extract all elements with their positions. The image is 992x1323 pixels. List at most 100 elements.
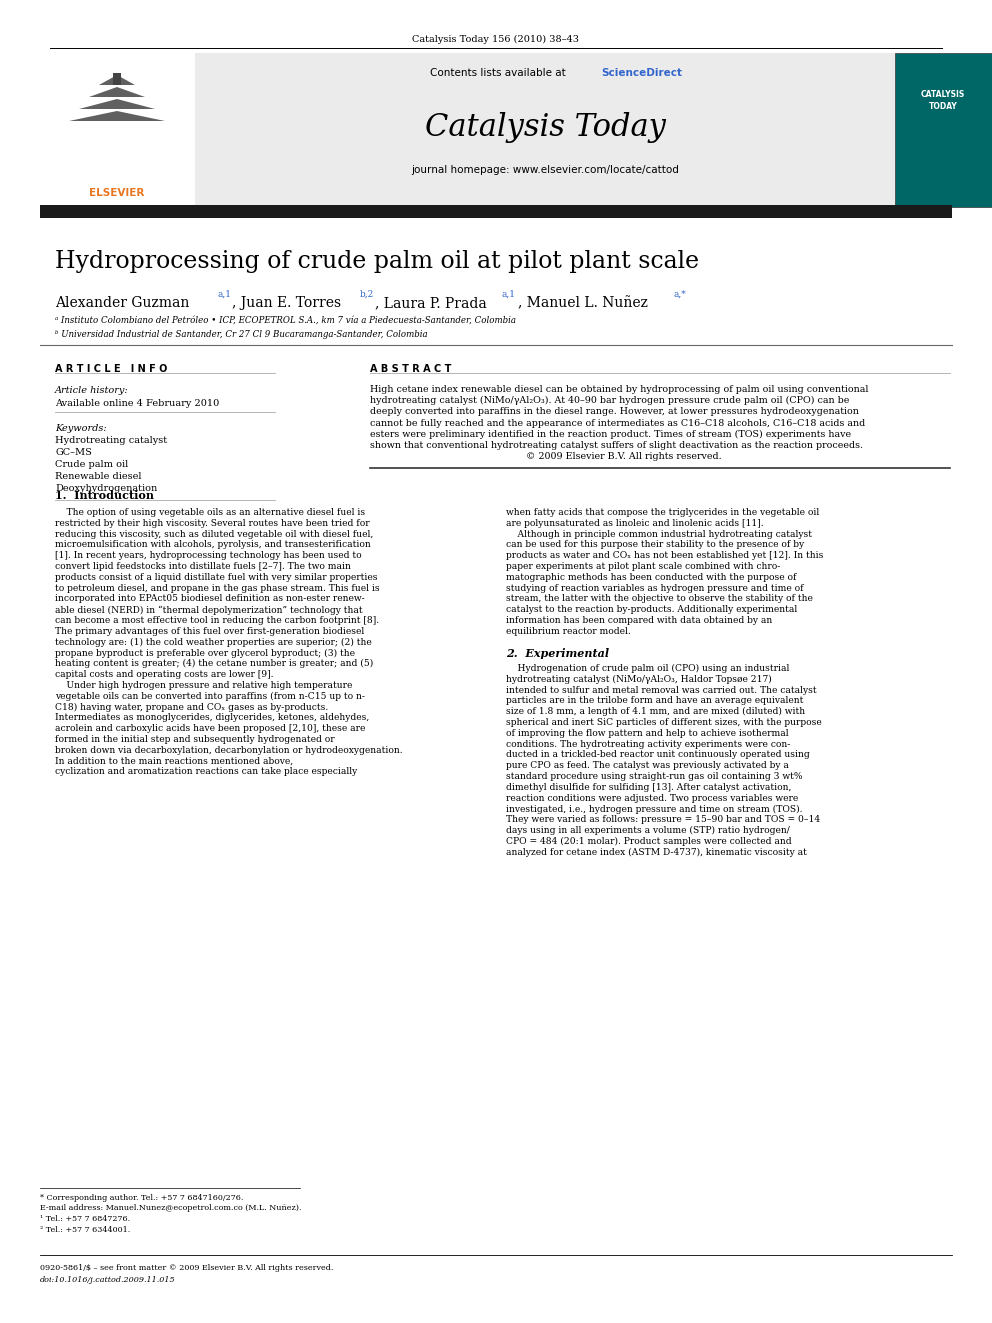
- Text: incorporated into EPAct05 biodiesel definition as non-ester renew-: incorporated into EPAct05 biodiesel defi…: [55, 594, 365, 603]
- Text: Catalysis Today 156 (2010) 38–43: Catalysis Today 156 (2010) 38–43: [413, 34, 579, 44]
- Text: matographic methods has been conducted with the purpose of: matographic methods has been conducted w…: [506, 573, 797, 582]
- Text: a,1: a,1: [218, 290, 232, 299]
- Text: catalyst to the reaction by-products. Additionally experimental: catalyst to the reaction by-products. Ad…: [506, 605, 798, 614]
- Text: able diesel (NERD) in “thermal depolymerization” technology that: able diesel (NERD) in “thermal depolymer…: [55, 605, 363, 614]
- Text: a,*: a,*: [673, 290, 685, 299]
- Text: vegetable oils can be converted into paraffins (from n-C15 up to n-: vegetable oils can be converted into par…: [55, 692, 365, 701]
- Text: standard procedure using straight-run gas oil containing 3 wt%: standard procedure using straight-run ga…: [506, 773, 803, 781]
- Text: to petroleum diesel, and propane in the gas phase stream. This fuel is: to petroleum diesel, and propane in the …: [55, 583, 380, 593]
- Text: Hydrotreating catalyst: Hydrotreating catalyst: [55, 437, 167, 445]
- Text: GC–MS: GC–MS: [55, 448, 92, 456]
- Text: can be used for this purpose their stability to the presence of by: can be used for this purpose their stabi…: [506, 540, 805, 549]
- Text: High cetane index renewable diesel can be obtained by hydroprocessing of palm oi: High cetane index renewable diesel can b…: [370, 385, 869, 394]
- Text: ¹ Tel.: +57 7 6847276.: ¹ Tel.: +57 7 6847276.: [40, 1215, 130, 1222]
- Text: ELSEVIER: ELSEVIER: [89, 188, 145, 198]
- Text: A R T I C L E   I N F O: A R T I C L E I N F O: [55, 364, 168, 374]
- Text: convert lipid feedstocks into distillate fuels [2–7]. The two main: convert lipid feedstocks into distillate…: [55, 562, 351, 572]
- Text: Intermediates as monoglycerides, diglycerides, ketones, aldehydes,: Intermediates as monoglycerides, diglyce…: [55, 713, 369, 722]
- Text: capital costs and operating costs are lower [9].: capital costs and operating costs are lo…: [55, 669, 274, 679]
- Text: products consist of a liquid distillate fuel with very similar properties: products consist of a liquid distillate …: [55, 573, 378, 582]
- Bar: [113, 73, 121, 85]
- Text: Although in principle common industrial hydrotreating catalyst: Although in principle common industrial …: [506, 529, 812, 538]
- Text: esters were preliminary identified in the reaction product. Times of stream (TOS: esters were preliminary identified in th…: [370, 430, 851, 439]
- Text: Article history:: Article history:: [55, 386, 129, 396]
- Text: The primary advantages of this fuel over first-generation biodiesel: The primary advantages of this fuel over…: [55, 627, 364, 636]
- Text: ᵇ Universidad Industrial de Santander, Cr 27 Cl 9 Bucaramanga-Santander, Colombi: ᵇ Universidad Industrial de Santander, C…: [55, 329, 428, 339]
- Text: doi:10.1016/j.cattod.2009.11.015: doi:10.1016/j.cattod.2009.11.015: [40, 1275, 176, 1285]
- Text: of improving the flow pattern and help to achieve isothermal: of improving the flow pattern and help t…: [506, 729, 789, 738]
- Text: , Juan E. Torres: , Juan E. Torres: [232, 296, 341, 310]
- Text: hydrotreating catalyst (NiMo/γAl₂O₃, Haldor Topsøe 217): hydrotreating catalyst (NiMo/γAl₂O₃, Hal…: [506, 675, 772, 684]
- Text: acrolein and carboxylic acids have been proposed [2,10], these are: acrolein and carboxylic acids have been …: [55, 724, 365, 733]
- Text: studying of reaction variables as hydrogen pressure and time of: studying of reaction variables as hydrog…: [506, 583, 804, 593]
- Bar: [895, 53, 992, 206]
- Text: C18) having water, propane and COₓ gases as by-products.: C18) having water, propane and COₓ gases…: [55, 703, 328, 712]
- Text: ᵃ Instituto Colombiano del Petróleo • ICP, ECOPETROL S.A., km 7 vía a Piedecuest: ᵃ Instituto Colombiano del Petróleo • IC…: [55, 316, 516, 325]
- Text: cannot be fully reached and the appearance of intermediates as C16–C18 alcohols,: cannot be fully reached and the appearan…: [370, 418, 865, 427]
- Text: Under high hydrogen pressure and relative high temperature: Under high hydrogen pressure and relativ…: [55, 681, 352, 689]
- Bar: [195, 53, 895, 205]
- Text: CATALYSIS: CATALYSIS: [921, 90, 965, 99]
- Text: 1.  Introduction: 1. Introduction: [55, 490, 154, 501]
- Text: E-mail address: Manuel.Nunez@ecopetrol.com.co (M.L. Nuñez).: E-mail address: Manuel.Nunez@ecopetrol.c…: [40, 1204, 302, 1212]
- Text: deeply converted into paraffins in the diesel range. However, at lower pressures: deeply converted into paraffins in the d…: [370, 407, 859, 417]
- Text: reaction conditions were adjusted. Two process variables were: reaction conditions were adjusted. Two p…: [506, 794, 799, 803]
- Text: days using in all experiments a volume (STP) ratio hydrogen/: days using in all experiments a volume (…: [506, 826, 790, 835]
- Text: restricted by their high viscosity. Several routes have been tried for: restricted by their high viscosity. Seve…: [55, 519, 370, 528]
- Text: Catalysis Today: Catalysis Today: [425, 112, 666, 143]
- Text: The option of using vegetable oils as an alternative diesel fuel is: The option of using vegetable oils as an…: [55, 508, 365, 517]
- Bar: [40, 53, 195, 205]
- Text: spherical and inert SiC particles of different sizes, with the purpose: spherical and inert SiC particles of dif…: [506, 718, 821, 728]
- Text: 0920-5861/$ – see front matter © 2009 Elsevier B.V. All rights reserved.: 0920-5861/$ – see front matter © 2009 El…: [40, 1263, 333, 1271]
- Text: In addition to the main reactions mentioned above,: In addition to the main reactions mentio…: [55, 757, 293, 766]
- Polygon shape: [69, 111, 165, 120]
- Text: Deoxyhydrogenation: Deoxyhydrogenation: [55, 484, 158, 493]
- Text: broken down via decarboxylation, decarbonylation or hydrodeoxygenation.: broken down via decarboxylation, decarbo…: [55, 746, 403, 754]
- Text: CPO = 484 (20:1 molar). Product samples were collected and: CPO = 484 (20:1 molar). Product samples …: [506, 837, 792, 845]
- Text: Crude palm oil: Crude palm oil: [55, 460, 128, 468]
- Text: particles are in the trilobe form and have an average equivalent: particles are in the trilobe form and ha…: [506, 696, 804, 705]
- Text: can become a most effective tool in reducing the carbon footprint [8].: can become a most effective tool in redu…: [55, 617, 379, 624]
- Text: Hydrogenation of crude palm oil (CPO) using an industrial: Hydrogenation of crude palm oil (CPO) us…: [506, 664, 790, 673]
- Text: A B S T R A C T: A B S T R A C T: [370, 364, 451, 374]
- Text: © 2009 Elsevier B.V. All rights reserved.: © 2009 Elsevier B.V. All rights reserved…: [370, 452, 721, 462]
- Text: ² Tel.: +57 7 6344001.: ² Tel.: +57 7 6344001.: [40, 1225, 130, 1233]
- Text: information has been compared with data obtained by an: information has been compared with data …: [506, 617, 772, 624]
- Text: analyzed for cetane index (ASTM D-4737), kinematic viscosity at: analyzed for cetane index (ASTM D-4737),…: [506, 848, 806, 857]
- Text: are polyunsaturated as linoleic and linolenic acids [11].: are polyunsaturated as linoleic and lino…: [506, 519, 764, 528]
- Text: ScienceDirect: ScienceDirect: [601, 67, 682, 78]
- Text: cyclization and aromatization reactions can take place especially: cyclization and aromatization reactions …: [55, 767, 357, 777]
- Text: [1]. In recent years, hydroprocessing technology has been used to: [1]. In recent years, hydroprocessing te…: [55, 552, 362, 560]
- Text: when fatty acids that compose the triglycerides in the vegetable oil: when fatty acids that compose the trigly…: [506, 508, 819, 517]
- Text: pure CPO as feed. The catalyst was previously activated by a: pure CPO as feed. The catalyst was previ…: [506, 761, 789, 770]
- Text: * Corresponding author. Tel.: +57 7 6847160/276.: * Corresponding author. Tel.: +57 7 6847…: [40, 1193, 243, 1203]
- Text: Renewable diesel: Renewable diesel: [55, 472, 142, 482]
- Text: hydrotreating catalyst (NiMo/γAl₂O₃). At 40–90 bar hydrogen pressure crude palm : hydrotreating catalyst (NiMo/γAl₂O₃). At…: [370, 396, 849, 405]
- Text: Alexander Guzman: Alexander Guzman: [55, 296, 189, 310]
- Text: shown that conventional hydrotreating catalyst suffers of slight deactivation as: shown that conventional hydrotreating ca…: [370, 441, 863, 450]
- Polygon shape: [99, 75, 135, 85]
- Text: stream, the latter with the objective to observe the stability of the: stream, the latter with the objective to…: [506, 594, 812, 603]
- Text: investigated, i.e., hydrogen pressure and time on stream (TOS).: investigated, i.e., hydrogen pressure an…: [506, 804, 803, 814]
- Text: intended to sulfur and metal removal was carried out. The catalyst: intended to sulfur and metal removal was…: [506, 685, 816, 695]
- Text: Available online 4 February 2010: Available online 4 February 2010: [55, 400, 219, 407]
- Text: propane byproduct is preferable over glycerol byproduct; (3) the: propane byproduct is preferable over gly…: [55, 648, 355, 658]
- Text: size of 1.8 mm, a length of 4.1 mm, and are mixed (diluted) with: size of 1.8 mm, a length of 4.1 mm, and …: [506, 708, 806, 716]
- Text: , Laura P. Prada: , Laura P. Prada: [375, 296, 487, 310]
- Text: paper experiments at pilot plant scale combined with chro-: paper experiments at pilot plant scale c…: [506, 562, 781, 572]
- Polygon shape: [89, 87, 145, 97]
- Text: heating content is greater; (4) the cetane number is greater; and (5): heating content is greater; (4) the ceta…: [55, 659, 373, 668]
- Text: a,1: a,1: [502, 290, 516, 299]
- Polygon shape: [79, 99, 155, 108]
- Text: journal homepage: www.elsevier.com/locate/cattod: journal homepage: www.elsevier.com/locat…: [411, 165, 679, 175]
- Text: TODAY: TODAY: [929, 102, 957, 111]
- Text: Contents lists available at: Contents lists available at: [430, 67, 569, 78]
- Text: b,2: b,2: [360, 290, 374, 299]
- Text: , Manuel L. Nuñez: , Manuel L. Nuñez: [518, 296, 648, 310]
- Text: formed in the initial step and subsequently hydrogenated or: formed in the initial step and subsequen…: [55, 734, 334, 744]
- Text: equilibrium reactor model.: equilibrium reactor model.: [506, 627, 631, 636]
- Text: reducing this viscosity, such as diluted vegetable oil with diesel fuel,: reducing this viscosity, such as diluted…: [55, 529, 373, 538]
- Text: 2.  Experimental: 2. Experimental: [506, 648, 609, 659]
- Text: dimethyl disulfide for sulfiding [13]. After catalyst activation,: dimethyl disulfide for sulfiding [13]. A…: [506, 783, 792, 791]
- Text: ducted in a trickled-bed reactor unit continuously operated using: ducted in a trickled-bed reactor unit co…: [506, 750, 809, 759]
